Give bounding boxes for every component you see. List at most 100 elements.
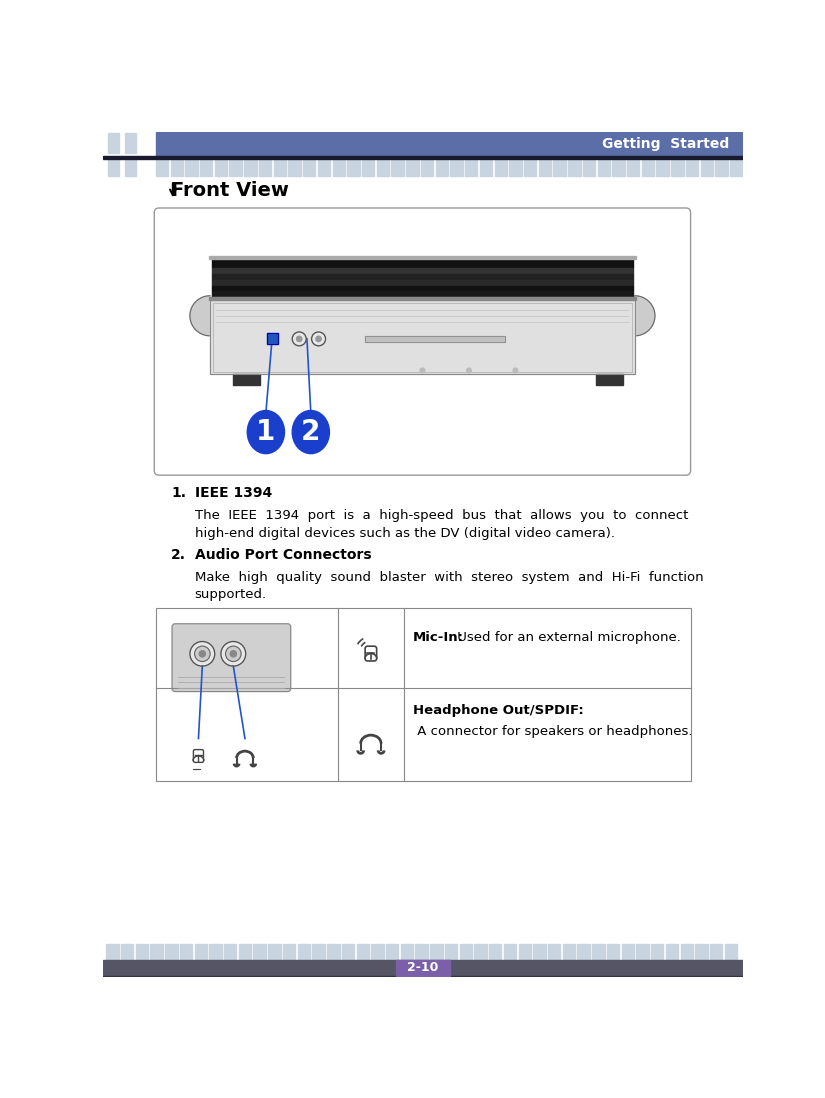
Bar — [548, 944, 560, 961]
Bar — [238, 944, 251, 961]
Bar — [621, 944, 634, 961]
Bar — [212, 291, 634, 295]
FancyBboxPatch shape — [154, 208, 691, 475]
Bar — [672, 159, 684, 176]
Bar — [210, 301, 634, 374]
Bar — [229, 159, 242, 176]
Circle shape — [225, 646, 241, 661]
Circle shape — [292, 332, 306, 346]
Bar — [283, 944, 295, 961]
Bar — [253, 944, 266, 961]
Text: supported.: supported. — [195, 589, 266, 602]
Bar — [651, 944, 663, 961]
Bar — [612, 159, 625, 176]
Bar — [224, 944, 237, 961]
Bar — [125, 159, 135, 176]
Bar — [103, 976, 742, 978]
Bar — [465, 159, 478, 176]
Bar — [592, 944, 605, 961]
Bar — [303, 159, 315, 176]
Bar — [636, 944, 648, 961]
Bar — [209, 298, 636, 301]
Bar — [597, 159, 610, 176]
Circle shape — [230, 651, 237, 657]
Bar — [386, 944, 398, 961]
Bar — [156, 159, 168, 176]
Circle shape — [190, 641, 214, 666]
Bar — [298, 944, 310, 961]
Bar — [210, 944, 222, 961]
Bar — [121, 944, 134, 961]
Bar — [445, 944, 457, 961]
Text: Getting  Started: Getting Started — [602, 137, 729, 152]
Circle shape — [221, 641, 246, 666]
Bar — [365, 336, 505, 341]
Ellipse shape — [292, 411, 329, 453]
Bar — [582, 159, 596, 176]
Ellipse shape — [248, 411, 285, 453]
Polygon shape — [190, 295, 210, 336]
Circle shape — [513, 368, 518, 372]
Bar — [627, 159, 639, 176]
Bar — [596, 374, 623, 385]
Bar — [180, 944, 192, 961]
Bar — [108, 159, 119, 176]
Bar — [212, 268, 634, 274]
Bar — [212, 274, 634, 280]
Text: 1.: 1. — [172, 486, 186, 500]
Bar — [106, 944, 119, 961]
Bar — [724, 944, 737, 961]
Bar — [539, 159, 551, 176]
Bar — [430, 944, 442, 961]
Bar — [362, 159, 375, 176]
Text: Headphone Out/SPDIF:: Headphone Out/SPDIF: — [413, 704, 584, 717]
Text: 2: 2 — [301, 418, 321, 446]
Text: The  IEEE  1394  port  is  a  high-speed  bus  that  allows  you  to  connect: The IEEE 1394 port is a high-speed bus t… — [195, 509, 688, 522]
Bar — [103, 960, 742, 976]
Bar — [212, 285, 634, 291]
Bar — [406, 159, 418, 176]
Text: high-end digital devices such as the DV (digital video camera).: high-end digital devices such as the DV … — [195, 527, 615, 540]
Bar — [313, 944, 325, 961]
Bar — [165, 944, 177, 961]
Bar — [212, 295, 634, 299]
Bar — [266, 333, 277, 344]
Bar — [681, 944, 693, 961]
Bar — [533, 944, 545, 961]
Bar — [715, 159, 728, 176]
Bar — [108, 133, 119, 154]
Bar — [244, 159, 257, 176]
Text: IEEE 1394: IEEE 1394 — [195, 486, 271, 500]
Bar — [391, 159, 403, 176]
Text: Front View: Front View — [172, 180, 290, 200]
Circle shape — [195, 646, 210, 661]
Bar — [509, 159, 521, 176]
Bar — [642, 159, 654, 176]
Bar — [213, 303, 632, 372]
Bar — [156, 132, 742, 156]
Bar — [233, 374, 261, 385]
Bar — [365, 336, 505, 341]
Bar — [416, 944, 428, 961]
Bar — [214, 159, 227, 176]
Bar — [103, 156, 742, 159]
Bar — [489, 944, 502, 961]
Bar — [200, 159, 212, 176]
Circle shape — [296, 336, 302, 341]
Bar — [195, 944, 207, 961]
Bar — [700, 159, 713, 176]
Bar — [266, 333, 277, 344]
Bar — [480, 159, 493, 176]
Circle shape — [316, 336, 321, 341]
Bar — [695, 944, 708, 961]
Bar — [268, 944, 280, 961]
Bar — [332, 159, 345, 176]
Text: 2.: 2. — [172, 548, 186, 561]
FancyBboxPatch shape — [193, 750, 204, 762]
Bar — [504, 944, 516, 961]
Circle shape — [467, 368, 471, 372]
Bar — [710, 944, 723, 961]
Bar — [289, 159, 301, 176]
Text: 2-10: 2-10 — [407, 962, 439, 975]
Circle shape — [420, 368, 425, 372]
